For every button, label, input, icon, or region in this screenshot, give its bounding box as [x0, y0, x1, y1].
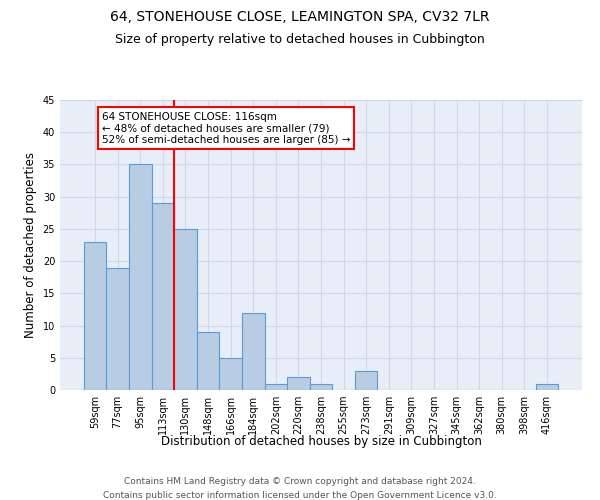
Bar	[287, 377, 310, 390]
Bar	[310, 384, 332, 390]
Bar	[220, 358, 242, 390]
Bar	[265, 384, 287, 390]
Bar	[174, 229, 197, 390]
Text: Contains public sector information licensed under the Open Government Licence v3: Contains public sector information licen…	[103, 491, 497, 500]
Y-axis label: Number of detached properties: Number of detached properties	[24, 152, 37, 338]
Text: 64, STONEHOUSE CLOSE, LEAMINGTON SPA, CV32 7LR: 64, STONEHOUSE CLOSE, LEAMINGTON SPA, CV…	[110, 10, 490, 24]
Text: 64 STONEHOUSE CLOSE: 116sqm
← 48% of detached houses are smaller (79)
52% of sem: 64 STONEHOUSE CLOSE: 116sqm ← 48% of det…	[102, 112, 350, 145]
Bar	[536, 384, 558, 390]
Text: Contains HM Land Registry data © Crown copyright and database right 2024.: Contains HM Land Registry data © Crown c…	[124, 478, 476, 486]
Bar	[129, 164, 152, 390]
Bar	[106, 268, 129, 390]
Bar	[84, 242, 106, 390]
Text: Distribution of detached houses by size in Cubbington: Distribution of detached houses by size …	[161, 435, 481, 448]
Bar	[152, 203, 174, 390]
Text: Size of property relative to detached houses in Cubbington: Size of property relative to detached ho…	[115, 32, 485, 46]
Bar	[197, 332, 220, 390]
Bar	[355, 370, 377, 390]
Bar	[242, 312, 265, 390]
